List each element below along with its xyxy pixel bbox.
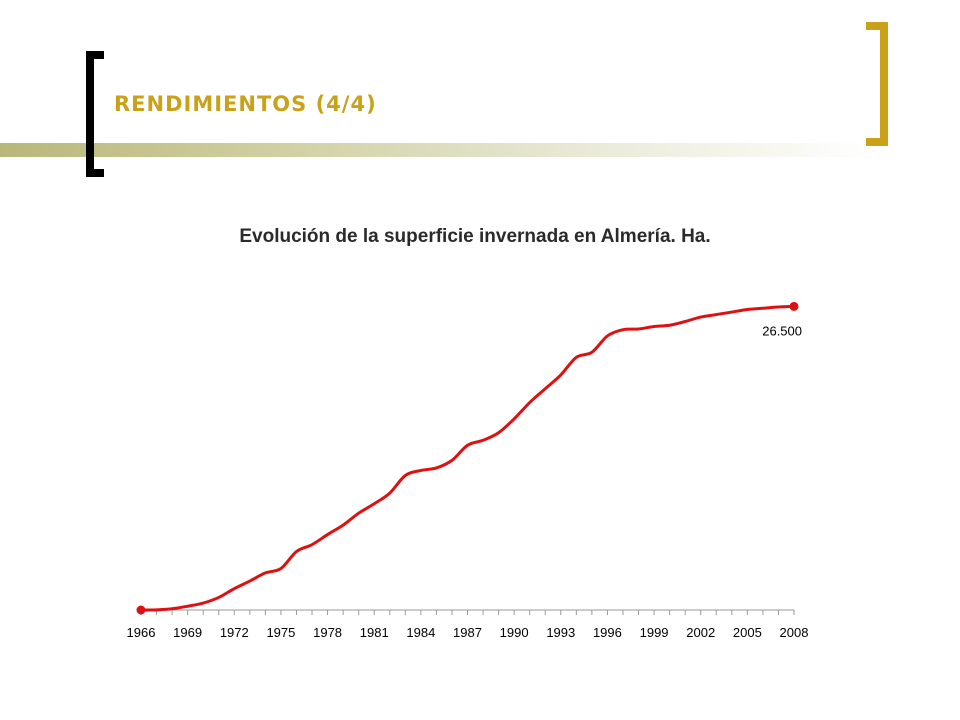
x-tick-label: 2008 bbox=[780, 625, 809, 640]
x-tick-label: 2005 bbox=[733, 625, 762, 640]
right-bracket-decoration bbox=[866, 22, 888, 146]
x-tick-label: 1972 bbox=[220, 625, 249, 640]
x-tick-label: 1987 bbox=[453, 625, 482, 640]
x-tick-label: 1990 bbox=[500, 625, 529, 640]
x-tick-label: 1993 bbox=[546, 625, 575, 640]
x-tick-label: 1999 bbox=[640, 625, 669, 640]
header-gradient-bar bbox=[0, 143, 880, 157]
left-bracket-decoration bbox=[86, 51, 104, 177]
x-tick-label: 1978 bbox=[313, 625, 342, 640]
start-point-marker bbox=[136, 605, 146, 615]
x-tick-label: 1969 bbox=[173, 625, 202, 640]
x-tick-label: 2002 bbox=[686, 625, 715, 640]
x-axis bbox=[140, 609, 795, 615]
series-line bbox=[139, 304, 796, 612]
chart-title: Evolución de la superficie invernada en … bbox=[239, 226, 711, 247]
end-point-marker bbox=[789, 301, 799, 311]
x-tick-label: 1984 bbox=[406, 625, 435, 640]
end-value-label: 26.500 bbox=[762, 323, 802, 338]
x-tick-label: 1975 bbox=[266, 625, 295, 640]
x-tick-label: 1996 bbox=[593, 625, 622, 640]
slide-title: RENDIMIENTOS (4/4) bbox=[114, 92, 377, 116]
x-tick-label: 1966 bbox=[127, 625, 156, 640]
x-tick-label: 1981 bbox=[360, 625, 389, 640]
tick-labels: 1966 1969 1972 1975 1978 1981 1984 1987 1990 1993… bbox=[127, 323, 809, 640]
series-group bbox=[136, 301, 799, 615]
